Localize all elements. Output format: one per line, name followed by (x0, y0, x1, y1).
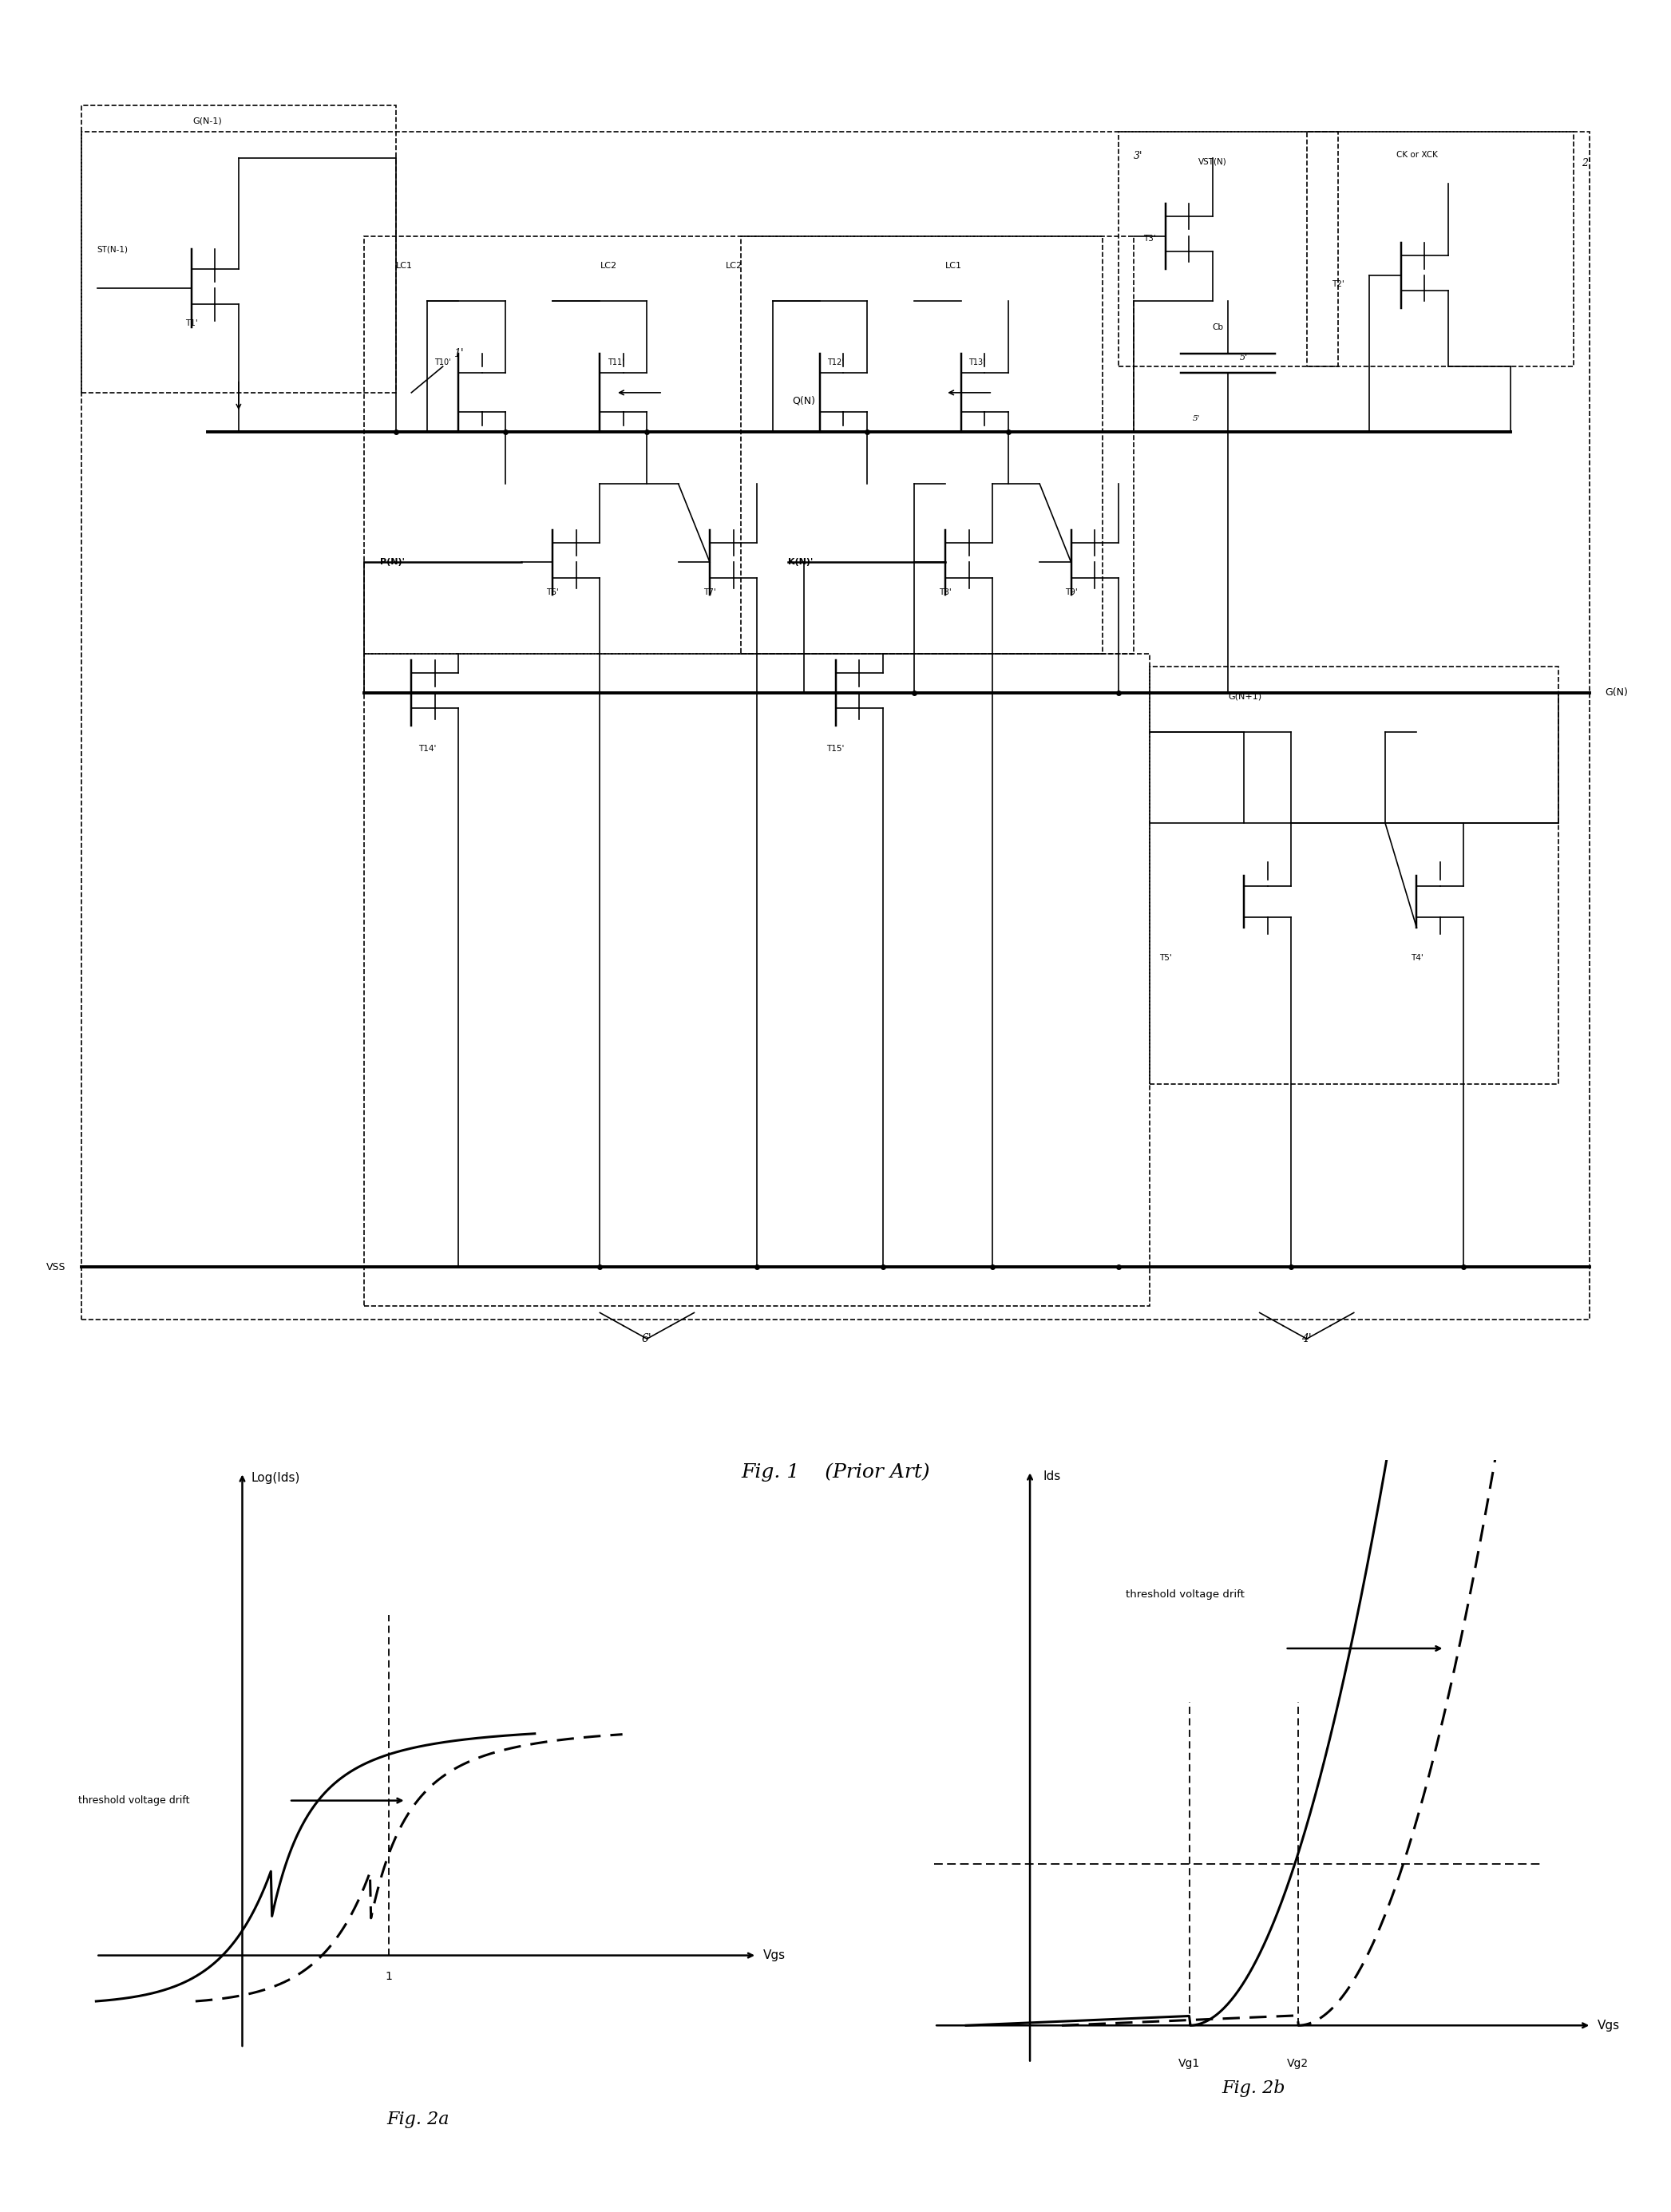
Text: VST(N): VST(N) (1198, 157, 1227, 166)
Text: T12': T12' (827, 358, 844, 367)
Text: Q(N): Q(N) (792, 396, 815, 405)
Text: Fig. 2a: Fig. 2a (386, 2110, 449, 2128)
Text: T5': T5' (1160, 953, 1171, 962)
Text: T7': T7' (703, 588, 717, 597)
Text: Fig. 1    (Prior Art): Fig. 1 (Prior Art) (740, 1462, 931, 1482)
Text: P(N)': P(N)' (379, 557, 404, 566)
Text: 1': 1' (453, 347, 463, 358)
Text: T3': T3' (1143, 234, 1156, 243)
Text: threshold voltage drift: threshold voltage drift (79, 1796, 190, 1805)
Text: G(N+1): G(N+1) (1228, 692, 1262, 701)
Text: LC2: LC2 (600, 263, 617, 270)
Text: Vgs: Vgs (1597, 2020, 1621, 2031)
Text: Vg1: Vg1 (1178, 2057, 1200, 2068)
Text: threshold voltage drift: threshold voltage drift (1126, 1590, 1245, 1599)
Text: T10': T10' (434, 358, 451, 367)
Text: T4': T4' (1410, 953, 1424, 962)
Text: T9': T9' (1064, 588, 1078, 597)
Text: LC1: LC1 (946, 263, 962, 270)
Text: T13': T13' (969, 358, 986, 367)
Text: 4': 4' (1302, 1334, 1312, 1345)
Text: T6': T6' (546, 588, 560, 597)
Text: 2': 2' (1581, 157, 1591, 168)
Text: Ids: Ids (1043, 1471, 1061, 1482)
Text: CK or XCK: CK or XCK (1395, 150, 1437, 159)
Text: ST(N-1): ST(N-1) (97, 246, 129, 252)
Text: G(N-1): G(N-1) (192, 117, 222, 126)
Text: 6': 6' (642, 1334, 652, 1345)
Text: T15': T15' (827, 745, 844, 752)
Text: Cb: Cb (1213, 323, 1223, 332)
Text: 5': 5' (1193, 416, 1200, 422)
Text: T1': T1' (185, 319, 197, 327)
Text: T8': T8' (939, 588, 952, 597)
Text: LC2: LC2 (725, 263, 742, 270)
Text: 3': 3' (1135, 150, 1143, 161)
Text: VSS: VSS (47, 1261, 65, 1272)
Text: Fig. 2b: Fig. 2b (1222, 2079, 1285, 2097)
Text: 5': 5' (1240, 354, 1248, 361)
Text: K(N)': K(N)' (789, 557, 814, 566)
Text: T2': T2' (1332, 281, 1345, 288)
Text: T11': T11' (607, 358, 623, 367)
Text: LC1: LC1 (396, 263, 413, 270)
Text: G(N): G(N) (1606, 688, 1628, 699)
Text: 1: 1 (384, 1971, 393, 1982)
Text: T14': T14' (418, 745, 436, 752)
Text: Vgs: Vgs (762, 1949, 785, 1962)
Text: Vg2: Vg2 (1287, 2057, 1308, 2068)
Text: Log(Ids): Log(Ids) (251, 1473, 301, 1484)
